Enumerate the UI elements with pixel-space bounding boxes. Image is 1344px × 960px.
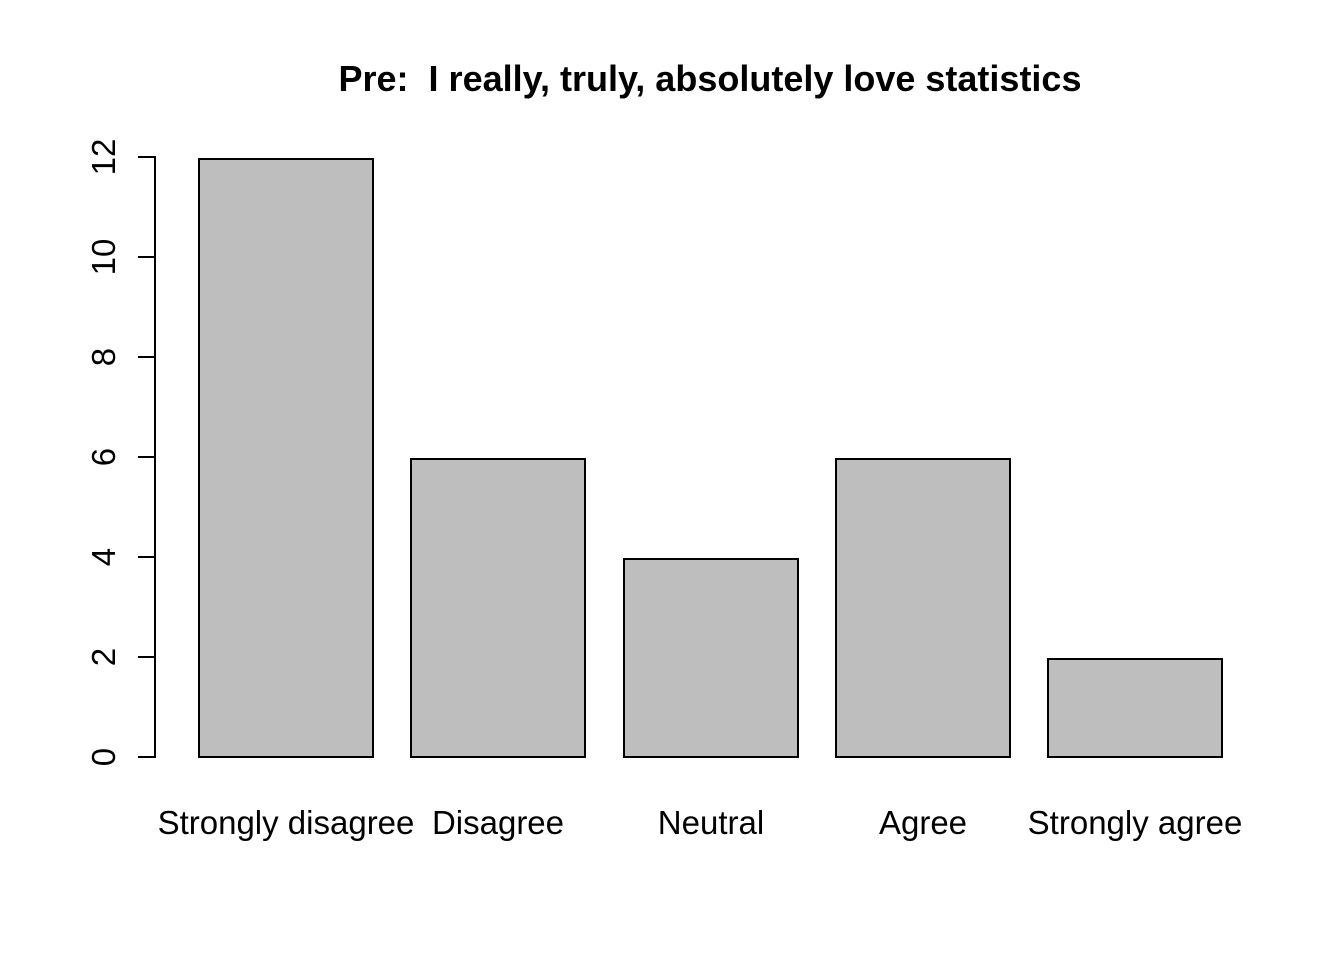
x-axis-category-label: Strongly disagree [157, 804, 415, 841]
y-axis-tick [138, 156, 155, 158]
x-axis-category-label: Disagree [431, 804, 565, 841]
chart-title: Pre: I really, truly, absolutely love st… [338, 58, 1082, 99]
bar [410, 458, 586, 758]
y-axis-tick-label: 12 [85, 138, 122, 176]
bar [623, 558, 799, 758]
bar [835, 458, 1011, 758]
y-axis-line [154, 156, 156, 758]
y-axis-tick [138, 556, 155, 558]
bar [1047, 658, 1223, 758]
x-axis-category-label: Agree [878, 804, 968, 841]
bar [198, 158, 374, 758]
x-axis-category-label: Neutral [657, 804, 765, 841]
y-axis-tick [138, 456, 155, 458]
x-axis-category-label: Strongly agree [1027, 804, 1243, 841]
y-axis-tick [138, 356, 155, 358]
y-axis-tick [138, 656, 155, 658]
y-axis-tick [138, 756, 155, 758]
y-axis-tick [138, 256, 155, 258]
